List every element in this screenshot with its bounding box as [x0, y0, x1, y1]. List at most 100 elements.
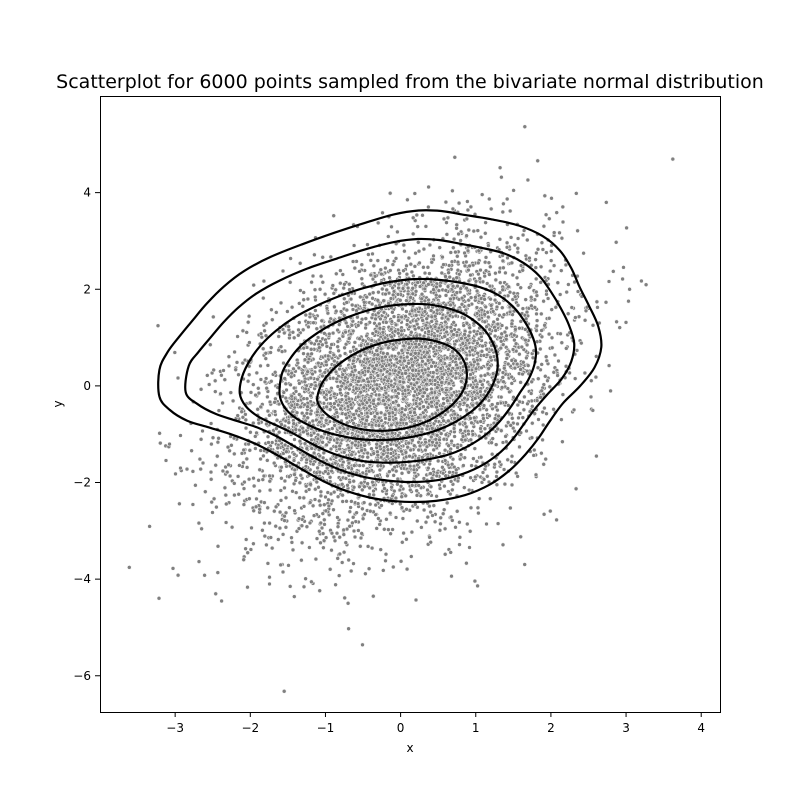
scatter-point — [405, 197, 410, 203]
scatter-point — [355, 323, 361, 328]
scatter-point — [328, 446, 334, 452]
scatter-point — [245, 584, 250, 590]
scatter-point — [241, 460, 246, 466]
scatter-point — [387, 510, 393, 516]
scatter-point — [390, 493, 395, 499]
scatter-point — [488, 303, 494, 308]
scatter-point — [525, 363, 531, 368]
scatter-point — [484, 324, 489, 329]
scatter-point — [334, 530, 340, 536]
scatter-point — [197, 456, 203, 462]
scatter-point — [312, 287, 318, 292]
scatter-point — [388, 531, 393, 536]
scatter-point — [224, 469, 230, 475]
scatter-point — [300, 370, 305, 376]
scatter-point — [261, 278, 267, 284]
scatter-point — [272, 370, 278, 375]
scatter-point — [417, 260, 422, 266]
scatter-point — [430, 439, 435, 445]
scatter-point — [390, 457, 396, 463]
scatter-point — [425, 350, 430, 355]
scatter-point — [429, 260, 435, 265]
scatter-point — [276, 334, 281, 339]
scatter-point — [538, 346, 543, 352]
scatter-point — [243, 537, 249, 542]
scatter-point — [518, 285, 523, 290]
scatter-point — [244, 456, 250, 462]
scatter-point — [439, 387, 445, 392]
scatter-point — [405, 285, 411, 291]
scatter-point — [409, 269, 415, 275]
scatter-point — [482, 319, 488, 325]
scatter-point — [392, 488, 397, 494]
scatter-point — [534, 328, 539, 333]
scatter-point — [301, 504, 307, 509]
scatter-point — [528, 294, 534, 300]
scatter-point — [193, 483, 198, 488]
scatter-point — [494, 482, 500, 487]
scatter-point — [281, 689, 287, 694]
scatter-point — [349, 302, 355, 308]
scatter-point — [460, 347, 466, 352]
scatter-point — [301, 290, 306, 295]
scatter-point — [299, 557, 304, 563]
scatter-point — [499, 428, 504, 433]
scatter-point — [265, 394, 270, 400]
scatter-point — [401, 343, 407, 349]
scatter-point — [335, 339, 341, 344]
scatter-point — [352, 340, 358, 345]
scatter-point — [406, 377, 412, 383]
scatter-point — [443, 432, 449, 437]
scatter-point — [278, 488, 284, 493]
scatter-point — [265, 434, 271, 439]
scatter-point — [487, 283, 493, 289]
scatter-point — [391, 473, 396, 478]
scatter-point — [281, 390, 287, 395]
scatter-point — [258, 363, 263, 369]
scatter-point — [543, 212, 549, 217]
scatter-point — [243, 546, 248, 551]
scatter-point — [224, 501, 229, 507]
scatter-point — [450, 283, 456, 289]
scatter-point — [344, 300, 349, 305]
scatter-point — [540, 422, 546, 428]
scatter-point — [500, 542, 506, 548]
scatter-point — [378, 316, 383, 322]
scatter-point — [467, 529, 473, 534]
scatter-point — [466, 303, 472, 308]
scatter-point — [371, 593, 376, 599]
scatter-point — [451, 245, 456, 250]
scatter-point — [348, 296, 354, 302]
scatter-point — [388, 382, 394, 388]
scatter-point — [338, 280, 343, 286]
scatter-point — [419, 525, 424, 530]
scatter-point — [297, 381, 302, 386]
scatter-point — [383, 265, 388, 271]
scatter-point — [455, 283, 460, 289]
scatter-point — [404, 298, 409, 303]
scatter-point — [368, 508, 373, 514]
scatter-point — [387, 469, 392, 474]
scatter-point — [613, 240, 619, 245]
scatter-point — [273, 523, 278, 529]
scatter-point — [316, 485, 321, 490]
scatter-point — [564, 289, 569, 295]
scatter-point — [242, 479, 247, 485]
scatter-point — [362, 512, 367, 517]
scatter-point — [220, 400, 225, 406]
scatter-point — [437, 528, 443, 533]
scatter-point — [499, 323, 505, 328]
scatter-point — [360, 516, 366, 521]
scatter-point — [496, 379, 501, 385]
scatter-point — [305, 296, 311, 302]
scatter-point — [371, 492, 376, 498]
scatter-point — [235, 413, 240, 418]
scatter-point — [549, 196, 554, 201]
scatter-point — [466, 487, 472, 493]
scatter-point — [351, 478, 356, 484]
scatter-point — [522, 562, 527, 567]
scatter-point — [419, 291, 425, 297]
scatter-point — [454, 338, 459, 344]
scatter-point — [292, 437, 297, 442]
scatter-point — [256, 390, 262, 396]
